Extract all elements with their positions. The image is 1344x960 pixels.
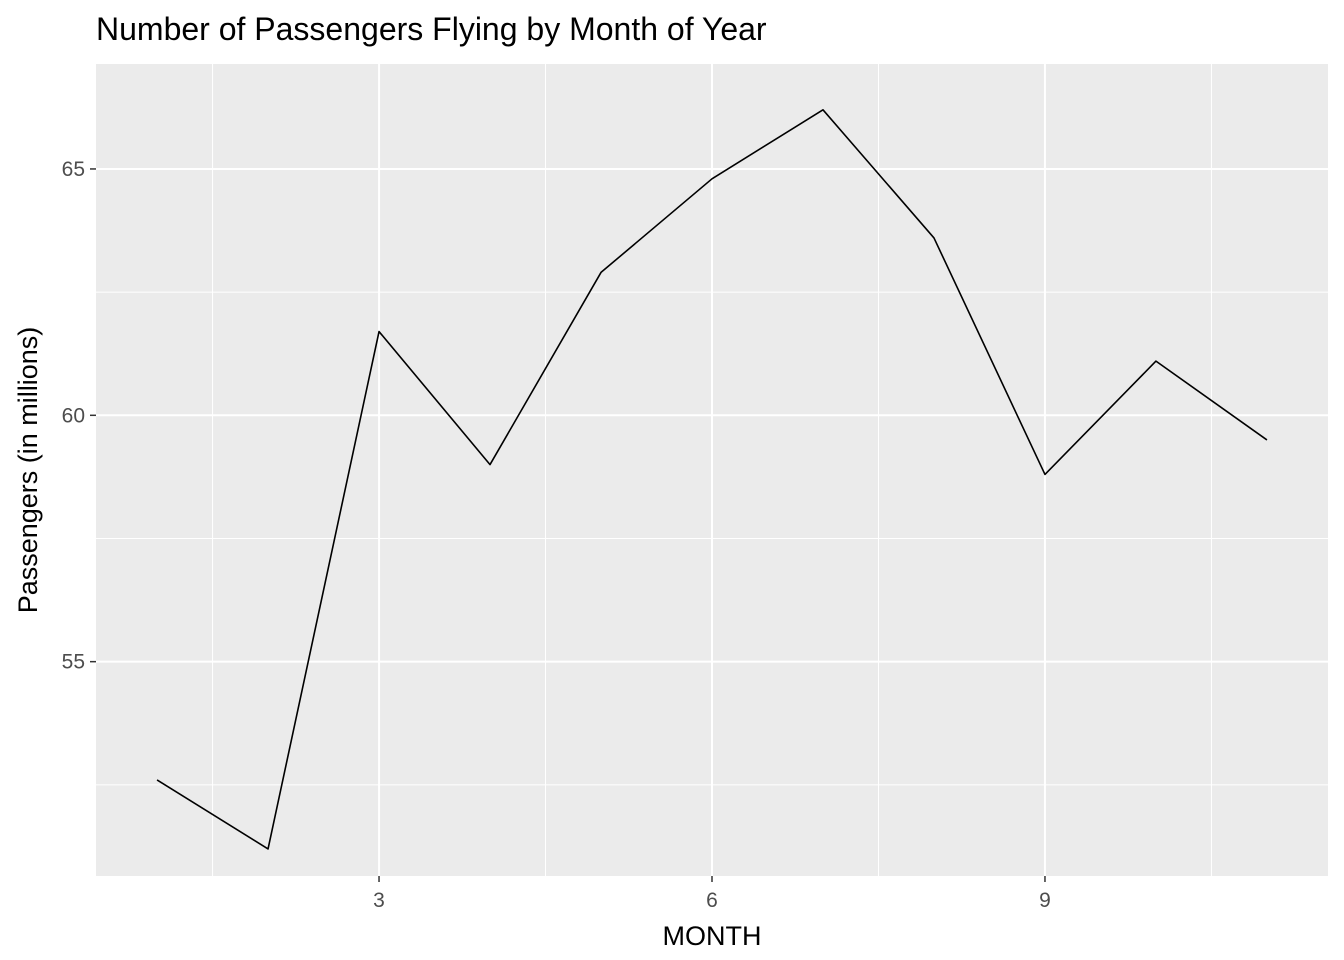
- x-axis-title: MONTH: [663, 921, 762, 951]
- y-axis: 55 60 65: [62, 158, 96, 674]
- x-axis: 3 6 9: [373, 876, 1051, 912]
- y-tick-label: 65: [62, 158, 85, 181]
- series-layer: [156, 109, 1268, 850]
- x-tick-label: 6: [706, 889, 718, 912]
- y-tick-label: 60: [62, 404, 85, 427]
- chart-title: Number of Passengers Flying by Month of …: [96, 11, 767, 47]
- y-axis-title: Passengers (in millions): [13, 327, 43, 614]
- x-tick-label: 3: [373, 889, 385, 912]
- x-tick-label: 9: [1039, 889, 1051, 912]
- major-gridlines: [96, 64, 1328, 876]
- y-tick-label: 55: [62, 651, 85, 674]
- series-line: [156, 109, 1268, 850]
